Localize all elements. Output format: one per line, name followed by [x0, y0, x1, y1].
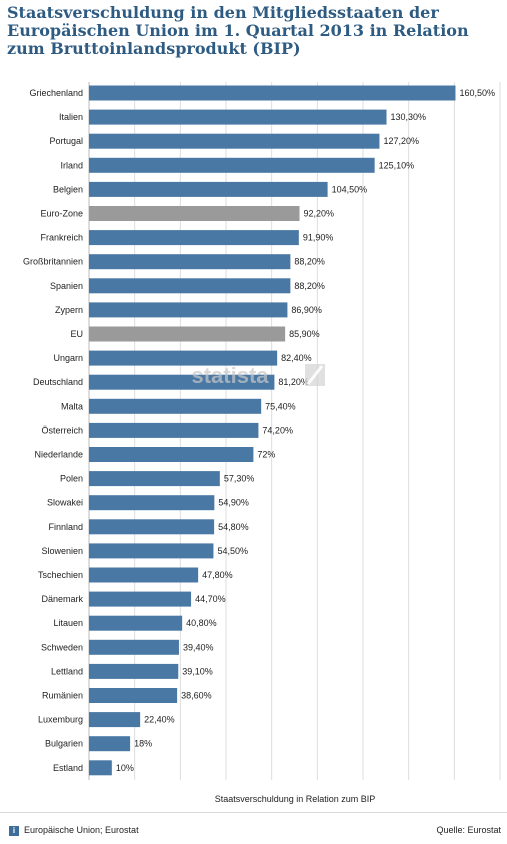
- info-icon[interactable]: i: [9, 826, 19, 836]
- bar[interactable]: [89, 543, 214, 559]
- category-label: Dänemark: [41, 594, 83, 604]
- bar[interactable]: [89, 447, 254, 462]
- data-label: 160,50%: [459, 88, 495, 98]
- bar[interactable]: [89, 157, 375, 173]
- category-label: Schweden: [41, 642, 83, 652]
- bar[interactable]: [89, 374, 275, 390]
- category-label: Italien: [59, 112, 83, 122]
- category-label: Großbritannien: [23, 257, 83, 267]
- bar[interactable]: [89, 422, 259, 438]
- bar[interactable]: [89, 471, 220, 487]
- bar[interactable]: [89, 736, 131, 752]
- bar[interactable]: [89, 639, 179, 655]
- data-label: 39,40%: [183, 642, 214, 652]
- bar[interactable]: [89, 495, 215, 511]
- bar[interactable]: [89, 615, 183, 631]
- chart-title: Staatsverschuldung in den Mitgliedsstaat…: [7, 3, 469, 58]
- bar[interactable]: [89, 350, 278, 366]
- category-labels: Griechenland Italien Portugal Irland Belgien…: [23, 88, 84, 773]
- category-label: Euro-Zone: [40, 209, 83, 219]
- data-label: 74,20%: [262, 425, 293, 435]
- category-label: Polen: [60, 474, 83, 484]
- data-label: 57,30%: [224, 474, 255, 484]
- category-label: Ungarn: [53, 353, 83, 363]
- data-label: 54,50%: [217, 546, 248, 556]
- category-label: Slowakei: [47, 498, 83, 508]
- category-label: Finnland: [48, 522, 83, 532]
- data-label: 54,80%: [218, 522, 249, 532]
- data-label: 81,20%: [278, 377, 309, 387]
- data-label: 39,10%: [182, 666, 213, 676]
- category-label: Frankreich: [40, 233, 83, 243]
- category-label: Estland: [53, 763, 83, 773]
- data-label: 40,80%: [186, 618, 217, 628]
- bar[interactable]: [89, 567, 199, 583]
- value-labels: 160,50% 130,30% 127,20% 125,10% 104,50% 92,20…: [116, 88, 495, 773]
- bar[interactable]: [89, 181, 328, 197]
- category-label: Österreich: [41, 425, 83, 435]
- data-label: 18%: [134, 739, 152, 749]
- bar[interactable]: [89, 109, 387, 125]
- bar[interactable]: [89, 230, 299, 246]
- bar[interactable]: [89, 688, 178, 703]
- category-label: Malta: [61, 401, 83, 411]
- bar[interactable]: [89, 712, 141, 728]
- bar-chart: Griechenland Italien Portugal Irland Belgien…: [23, 82, 501, 804]
- data-label: 88,20%: [294, 257, 325, 267]
- bar[interactable]: [89, 760, 112, 776]
- bar[interactable]: [89, 663, 179, 679]
- data-label: 10%: [116, 763, 134, 773]
- bar[interactable]: [89, 133, 380, 149]
- category-label: Slowenien: [41, 546, 83, 556]
- data-label: 88,20%: [294, 281, 325, 291]
- bar[interactable]: [89, 326, 286, 342]
- watermark-logo: statista: [191, 363, 269, 388]
- data-label: 86,90%: [291, 305, 322, 315]
- bar[interactable]: [89, 591, 192, 607]
- data-label: 127,20%: [383, 136, 419, 146]
- data-label: 104,50%: [332, 184, 368, 194]
- footer-divider: [0, 812, 507, 813]
- category-label: Griechenland: [29, 88, 83, 98]
- bar[interactable]: [89, 85, 456, 101]
- category-label: Spanien: [50, 281, 83, 291]
- data-label: 82,40%: [281, 353, 312, 363]
- data-label: 125,10%: [379, 160, 415, 170]
- bar[interactable]: [89, 302, 288, 318]
- bar[interactable]: [89, 254, 291, 270]
- data-label: 44,70%: [195, 594, 226, 604]
- data-label: 72%: [257, 450, 275, 460]
- category-label: Luxemburg: [38, 715, 83, 725]
- data-label: 130,30%: [391, 112, 427, 122]
- bar[interactable]: [89, 278, 291, 294]
- bar[interactable]: [89, 206, 300, 221]
- data-label: 38,60%: [181, 691, 212, 701]
- data-label: 22,40%: [144, 715, 175, 725]
- bar[interactable]: [89, 398, 262, 414]
- category-label: Tschechien: [38, 570, 83, 580]
- category-label: Litauen: [53, 618, 83, 628]
- data-label: 75,40%: [265, 401, 296, 411]
- source-link[interactable]: Europäische Union; Eurostat: [24, 825, 139, 835]
- data-label: 92,20%: [304, 209, 335, 219]
- category-label: Rumänien: [42, 691, 83, 701]
- category-label: Bulgarien: [45, 739, 83, 749]
- data-label: 47,80%: [202, 570, 233, 580]
- category-label: EU: [70, 329, 83, 339]
- data-label: 91,90%: [303, 233, 334, 243]
- bar[interactable]: [89, 519, 215, 535]
- data-label: 85,90%: [289, 329, 320, 339]
- category-label: Niederlande: [34, 450, 83, 460]
- source-credit: Quelle: Eurostat: [436, 825, 501, 835]
- category-label: Belgien: [53, 184, 83, 194]
- data-label: 54,90%: [218, 498, 249, 508]
- category-label: Portugal: [49, 136, 83, 146]
- category-label: Zypern: [55, 305, 83, 315]
- watermark-logo-slash: [306, 365, 324, 385]
- bars: [89, 85, 456, 776]
- x-axis-title: Staatsverschuldung in Relation zum BIP: [215, 794, 376, 804]
- category-label: Irland: [60, 160, 83, 170]
- category-label: Lettland: [51, 666, 83, 676]
- category-label: Deutschland: [33, 377, 83, 387]
